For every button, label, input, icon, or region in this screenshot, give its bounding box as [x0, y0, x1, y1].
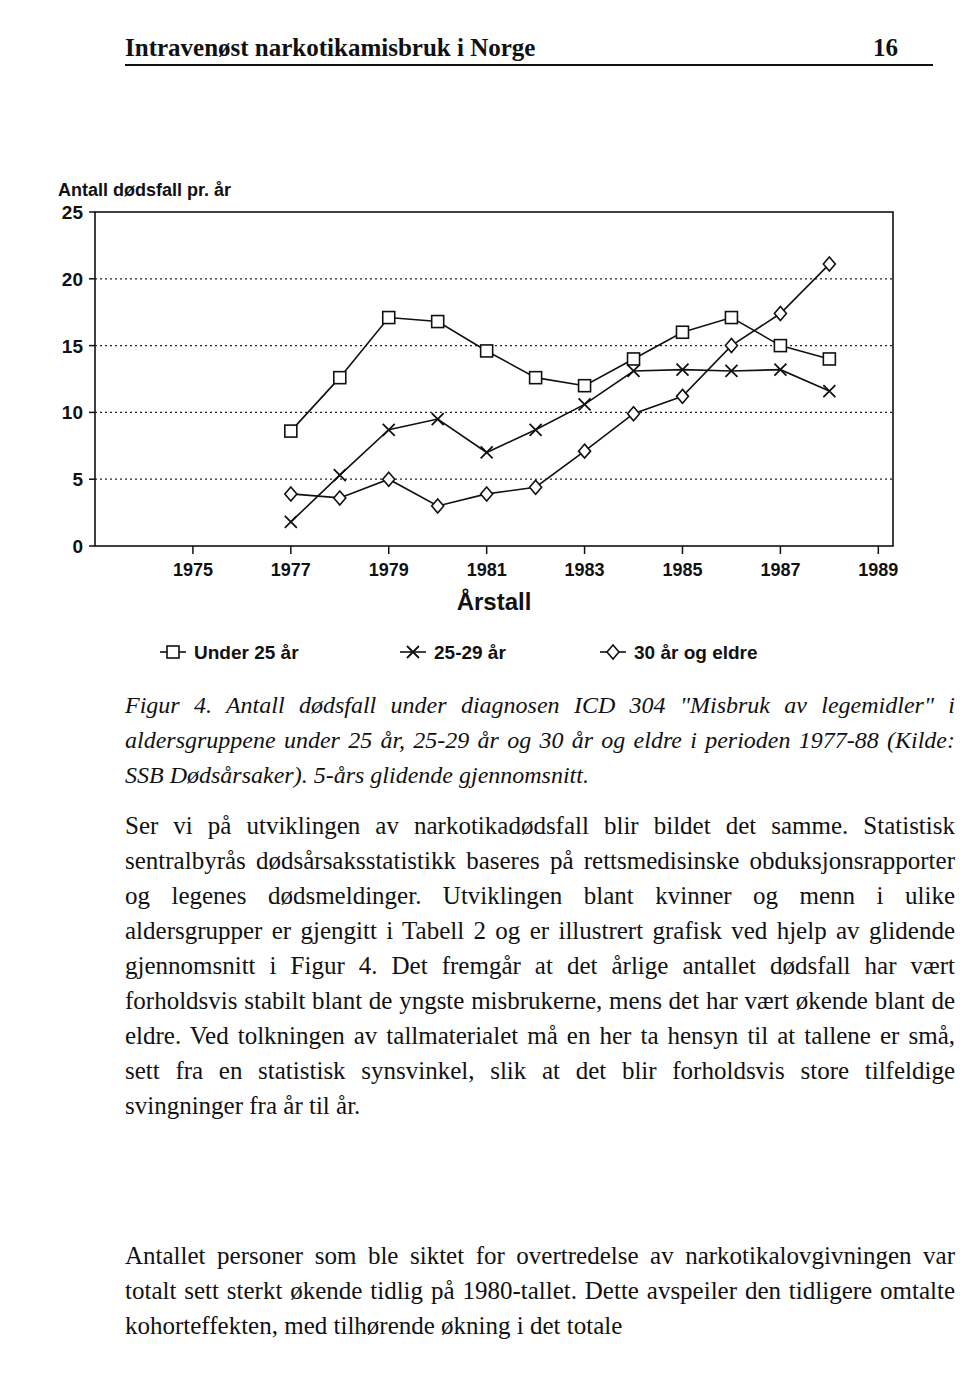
series-line	[291, 264, 830, 506]
y-tick-label: 25	[62, 202, 84, 223]
legend-marker	[607, 645, 619, 659]
data-point	[676, 326, 688, 338]
data-point	[432, 499, 444, 513]
data-point	[725, 312, 737, 324]
header-title: Intravenøst narkotikamisbruk i Norge	[125, 34, 535, 62]
data-point	[774, 307, 786, 321]
data-point	[628, 353, 640, 365]
x-axis-label: Årstall	[457, 588, 532, 615]
x-tick	[486, 546, 488, 554]
data-point	[530, 372, 542, 384]
data-point	[823, 257, 835, 271]
paragraph: Antallet personer som ble siktet for ove…	[125, 1238, 955, 1343]
y-axis-label: Antall dødsfall pr. år	[58, 180, 231, 200]
figure-caption: Figur 4. Antall dødsfall under diagnosen…	[125, 688, 955, 793]
grid-line	[95, 345, 893, 346]
data-point	[481, 345, 493, 357]
page-number: 16	[873, 34, 898, 62]
y-tick	[89, 345, 95, 347]
data-point	[334, 491, 346, 505]
y-tick-label: 5	[72, 469, 83, 490]
x-tick-label: 1975	[173, 560, 213, 580]
data-point	[676, 364, 688, 376]
x-tick	[682, 546, 684, 554]
data-point	[481, 487, 493, 501]
series-line	[291, 370, 830, 522]
data-point	[334, 372, 346, 384]
x-tick-label: 1979	[369, 560, 409, 580]
data-point	[725, 365, 737, 377]
y-tick-label: 15	[62, 336, 84, 357]
data-point	[823, 385, 835, 397]
x-tick-label: 1989	[858, 560, 898, 580]
data-point	[823, 353, 835, 365]
data-point	[725, 339, 737, 353]
data-point	[530, 480, 542, 494]
data-point	[579, 380, 591, 392]
y-tick	[89, 545, 95, 547]
y-tick	[89, 478, 95, 480]
y-tick-label: 0	[72, 536, 83, 557]
grid-line	[95, 479, 893, 480]
data-point	[285, 516, 297, 528]
x-tick	[290, 546, 292, 554]
data-point	[774, 364, 786, 376]
x-tick	[388, 546, 390, 554]
paragraph: Ser vi på utviklingen av narkotikadødsfa…	[125, 808, 955, 1123]
y-tick	[89, 278, 95, 280]
data-point	[579, 444, 591, 458]
y-tick-label: 20	[62, 269, 83, 290]
plot-frame	[95, 212, 893, 546]
chart: 0 5 10 15 20 25 1975 1977 1979 1981 1983 1985 1987 19…	[0, 0, 960, 680]
legend-label: Under 25 år	[194, 642, 299, 663]
data-point	[383, 312, 395, 324]
legend: Under 25 år 25-29 år 30 år og eldre	[160, 642, 758, 663]
data-point	[383, 472, 395, 486]
grid-line	[95, 412, 893, 413]
y-tick-label: 10	[62, 402, 83, 423]
data-point	[285, 425, 297, 437]
data-point	[383, 424, 395, 436]
x-tick-label: 1981	[467, 560, 507, 580]
x-tick	[192, 546, 194, 554]
x-tick-label: 1983	[565, 560, 605, 580]
data-point	[334, 469, 346, 481]
x-tick	[780, 546, 782, 554]
x-tick	[878, 546, 880, 554]
data-point	[432, 316, 444, 328]
legend-label: 25-29 år	[434, 642, 506, 663]
legend-marker	[407, 646, 419, 658]
x-tick-label: 1977	[271, 560, 311, 580]
x-tick-label: 1987	[760, 560, 800, 580]
x-tick-label: 1985	[662, 560, 702, 580]
x-tick	[584, 546, 586, 554]
y-tick	[89, 412, 95, 414]
legend-marker	[167, 646, 179, 658]
grid-line	[95, 278, 893, 279]
data-point	[432, 413, 444, 425]
data-point	[530, 424, 542, 436]
page-header: Intravenøst narkotikamisbruk i Norge 16	[125, 28, 933, 66]
data-point	[676, 389, 688, 403]
data-point	[628, 407, 640, 421]
plot-area	[285, 257, 836, 528]
data-point	[628, 365, 640, 377]
data-point	[579, 398, 591, 410]
data-point	[285, 487, 297, 501]
data-point	[774, 340, 786, 352]
y-tick	[89, 211, 95, 213]
data-point	[481, 446, 493, 458]
legend-label: 30 år og eldre	[634, 642, 758, 663]
